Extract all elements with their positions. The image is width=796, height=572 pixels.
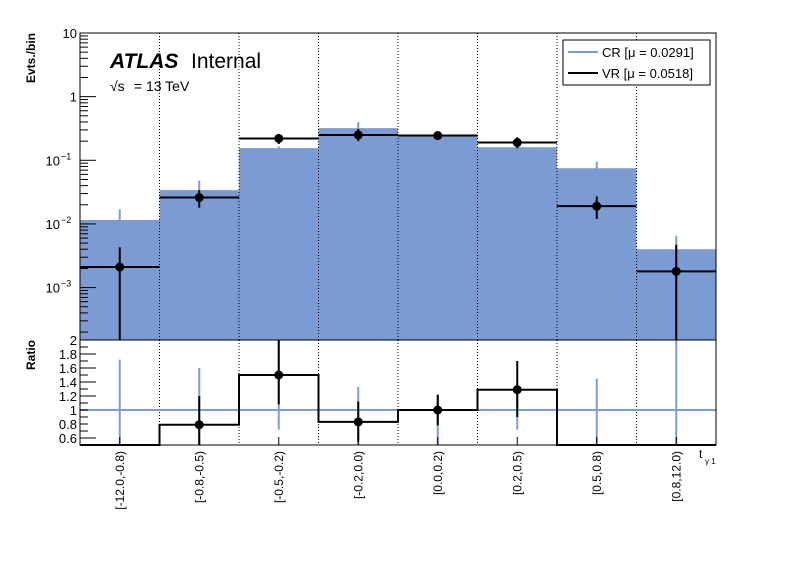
vr-point: [512, 138, 522, 148]
ratio-bin-separators: [159, 340, 637, 445]
sqrt-s-symbol: √s: [110, 78, 125, 94]
x-tick-labels: [-12.0,-0.8) [-0.8,-0.5) [-0.5,-0.2) [-0.2,…: [113, 437, 683, 510]
x-tick-label: [-12.0,-0.8): [113, 451, 127, 510]
x-tick-label: [0.5,0.8): [590, 451, 604, 495]
legend-box: [562, 39, 711, 86]
vr-point: [115, 262, 125, 272]
vr-point: [671, 266, 681, 276]
y-tick-label: 10: [46, 153, 60, 168]
ratio-frame: [79, 339, 717, 446]
bin-separators: [159, 33, 637, 340]
ratio-y-tick-label: 1.2: [59, 389, 77, 404]
ratio-point: [194, 420, 204, 430]
vr-points: [80, 129, 716, 340]
y-tick-exponent: −1: [61, 151, 71, 161]
legend: CR [μ = 0.0291] VR [μ = 0.0518]: [562, 39, 711, 86]
legend-cr-label: CR [μ = 0.0291]: [602, 45, 694, 60]
main-y-label: Evts./bin: [24, 33, 38, 83]
ratio-point: [274, 370, 284, 380]
atlas-label: ATLAS: [109, 50, 178, 73]
ratio-y-tick-label: 1.8: [59, 347, 77, 362]
x-tick-label: [0.2,0.5): [510, 451, 524, 495]
ratio-y-tick-label: 1: [70, 403, 77, 418]
ratio-point: [512, 385, 522, 395]
energy-label: √s = 13 TeV: [110, 78, 190, 94]
ratio-point: [353, 417, 363, 427]
y-tick-label: 10: [46, 281, 60, 296]
legend-vr-label: VR [μ = 0.0518]: [602, 66, 693, 81]
x-tick-label: [-0.8,-0.5): [192, 451, 206, 503]
vr-point: [433, 131, 443, 141]
energy-text: = 13 TeV: [130, 78, 190, 94]
x-tick-label: [-0.2,0.0): [351, 451, 365, 499]
vr-point: [194, 193, 204, 203]
ratio-y-tick-label: 1.6: [59, 361, 77, 376]
vr-point: [274, 133, 284, 143]
ratio-y-axis: 0.60.811.21.41.61.82: [59, 333, 96, 446]
ratio-points: [80, 340, 716, 446]
ratio-y-tick-label: 1.4: [59, 375, 77, 390]
ratio-y-tick-label: 0.8: [59, 417, 77, 432]
vr-point: [592, 201, 602, 211]
y-tick-label: 10: [63, 26, 77, 41]
ratio-y-tick-label: 2: [70, 333, 77, 348]
ratio-step-line: [80, 374, 716, 446]
y-tick-exponent: −3: [61, 279, 71, 289]
ratio-point: [433, 405, 443, 415]
x-axis-label: t: [699, 447, 703, 461]
x-tick-label: [0.0,0.2): [431, 451, 445, 495]
y-tick-exponent: −2: [61, 215, 71, 225]
x-tick-label: [0.8,12.0): [669, 451, 683, 502]
internal-label: Internal: [191, 50, 261, 73]
x-axis-label-subscript: γ 1: [705, 457, 716, 466]
ratio-y-label: Ratio: [24, 340, 38, 370]
ratio-y-tick-label: 0.6: [59, 431, 77, 446]
y-tick-label: 10: [46, 217, 60, 232]
y-tick-label: 1: [70, 90, 77, 105]
vr-point: [353, 130, 363, 140]
x-tick-label: [-0.5,-0.2): [272, 451, 286, 503]
